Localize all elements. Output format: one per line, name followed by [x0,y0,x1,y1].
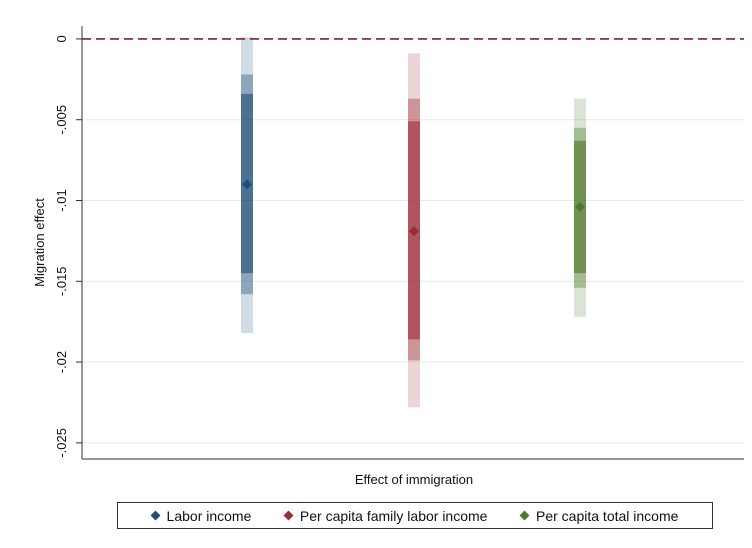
legend-marker-labor-income [150,510,160,521]
estimate-marker-s1 [409,226,419,237]
legend-item-labor-income: Labor income [150,507,252,524]
y-tick-label-0: 0 [54,35,69,42]
legend-marker-family-labor-income [283,510,294,521]
y-tick-label-2: -.01 [54,189,69,211]
legend-label-total-income: Per capita total income [536,507,679,524]
estimate-marker-s2 [575,202,585,212]
legend-marker-total-income [519,510,530,521]
x-axis-title: Effect of immigration [355,472,473,487]
estimate-marker-s0 [242,179,252,190]
legend-item-total-income: Per capita total income [519,507,679,524]
y-tick-label-3: -.015 [54,266,69,296]
legend-label-family-labor-income: Per capita family labor income [299,507,488,524]
chart-plot: 0 -.005 -.01 -.015 -.02 -.025 Migration effect… [32,26,744,487]
y-axis-title: Migration effect [32,198,47,287]
y-tick-label-1: -.005 [54,105,69,135]
y-tick-label-4: -.02 [54,351,69,373]
legend-label-labor-income: Labor income [166,507,252,524]
y-tick-label-5: -.025 [54,428,69,458]
legend: Labor income Per capita family labor inc… [117,502,713,529]
legend-item-family-labor-income: Per capita family labor income [283,507,488,524]
